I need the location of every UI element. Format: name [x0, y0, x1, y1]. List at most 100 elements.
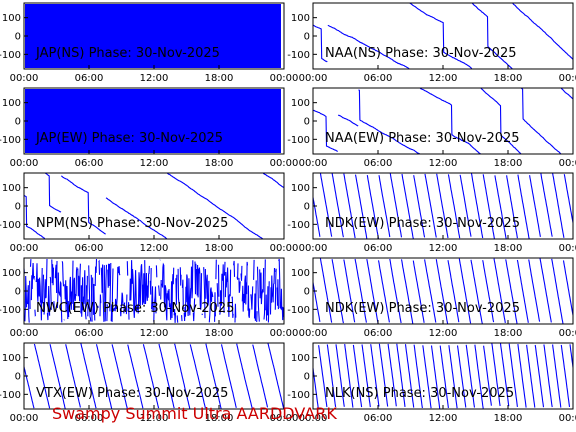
y-tick-label: 100: [2, 353, 21, 364]
panel-title: NDK(EW) Phase: 30-Nov-2025: [325, 216, 520, 231]
panel-title: NDK(EW) Phase: 30-Nov-2025: [325, 301, 520, 316]
phase-panel: 100 0 -100 00:00 06:00 12:00 18:00 00:00 NAA(EW)…: [287, 87, 576, 169]
x-tick-label: 18:00: [494, 413, 523, 424]
panel-title: NAA(EW) Phase: 30-Nov-2025: [325, 131, 520, 146]
x-tick-label: 00:00: [559, 328, 576, 339]
y-tick-label: 100: [291, 13, 310, 24]
x-tick-label: 18:00: [494, 158, 523, 169]
phase-trace: [312, 258, 574, 325]
y-tick-label: 100: [2, 98, 21, 109]
x-tick-label: 12:00: [429, 413, 458, 424]
x-tick-label: 06:00: [364, 158, 393, 169]
x-tick-label: 00:00: [270, 158, 299, 169]
x-tick-label: 00:00: [270, 73, 299, 84]
x-tick-label: 12:00: [140, 413, 169, 424]
y-tick-label: -100: [287, 305, 310, 316]
y-tick-label: 0: [15, 372, 21, 383]
x-tick-label: 00:00: [559, 413, 576, 424]
y-tick-label: -100: [287, 390, 310, 401]
x-tick-label: 06:00: [75, 73, 104, 84]
x-tick-label: 00:00: [10, 328, 39, 339]
phase-trace: [312, 172, 574, 240]
y-tick-label: -100: [0, 305, 21, 316]
x-tick-label: 00:00: [270, 328, 299, 339]
x-tick-label: 00:00: [299, 158, 328, 169]
panel-title: JAP(EW) Phase: 30-Nov-2025: [35, 131, 223, 146]
phase-trace: [23, 172, 285, 240]
y-tick-label: -100: [287, 220, 310, 231]
phase-panel: 100 0 -100 00:00 06:00 12:00 18:00 00:00 JAP(NS)…: [0, 2, 299, 84]
y-tick-label: 100: [291, 98, 310, 109]
x-tick-label: 00:00: [10, 243, 39, 254]
x-tick-label: 00:00: [559, 73, 576, 84]
x-tick-label: 12:00: [140, 328, 169, 339]
x-tick-label: 00:00: [10, 413, 39, 424]
x-tick-label: 06:00: [75, 413, 104, 424]
x-tick-label: 00:00: [10, 73, 39, 84]
x-tick-label: 18:00: [494, 328, 523, 339]
x-tick-label: 18:00: [205, 243, 234, 254]
phase-panel: 100 0 -100 00:00 06:00 12:00 18:00 00:00 VTX(EW)…: [0, 342, 299, 424]
x-tick-label: 00:00: [559, 158, 576, 169]
y-tick-label: 100: [291, 183, 310, 194]
x-tick-label: 00:00: [270, 243, 299, 254]
phase-panel: 100 0 -100 00:00 06:00 12:00 18:00 00:00 NDK(EW)…: [287, 257, 576, 339]
x-tick-label: 18:00: [494, 73, 523, 84]
y-tick-label: 0: [304, 202, 310, 213]
x-tick-label: 00:00: [299, 328, 328, 339]
x-tick-label: 18:00: [205, 73, 234, 84]
phase-panel: 100 0 -100 00:00 06:00 12:00 18:00 00:00 JAP(EW)…: [0, 87, 299, 169]
y-tick-label: 0: [15, 202, 21, 213]
y-tick-label: 0: [15, 117, 21, 128]
y-tick-label: 0: [304, 32, 310, 43]
phase-trace: [23, 343, 285, 409]
x-tick-label: 06:00: [364, 328, 393, 339]
x-tick-label: 12:00: [429, 243, 458, 254]
phase-panel: 100 0 -100 00:00 06:00 12:00 18:00 00:00 NPM(NS)…: [0, 172, 299, 254]
y-tick-label: 0: [304, 117, 310, 128]
x-tick-label: 00:00: [270, 413, 299, 424]
x-tick-label: 12:00: [429, 328, 458, 339]
panel-title: NAA(NS) Phase: 30-Nov-2025: [325, 46, 516, 61]
panel-title: NLK(NS) Phase: 30-Nov-2025: [325, 386, 514, 401]
panel-title: JAP(NS) Phase: 30-Nov-2025: [35, 46, 220, 61]
x-tick-label: 18:00: [494, 243, 523, 254]
panel-title: VTX(EW) Phase: 30-Nov-2025: [36, 386, 228, 401]
y-tick-label: -100: [0, 220, 21, 231]
phase-panel: 100 0 -100 00:00 06:00 12:00 18:00 00:00 NAA(NS)…: [287, 2, 576, 84]
x-tick-label: 12:00: [429, 73, 458, 84]
x-tick-label: 06:00: [75, 328, 104, 339]
y-tick-label: 0: [304, 372, 310, 383]
y-tick-label: 100: [291, 268, 310, 279]
x-tick-label: 06:00: [75, 243, 104, 254]
x-tick-label: 12:00: [140, 73, 169, 84]
y-tick-label: -100: [287, 135, 310, 146]
y-tick-label: -100: [0, 390, 21, 401]
x-tick-label: 18:00: [205, 158, 234, 169]
y-tick-label: 100: [2, 13, 21, 24]
y-tick-label: -100: [0, 50, 21, 61]
x-tick-label: 00:00: [299, 73, 328, 84]
y-tick-label: 100: [291, 353, 310, 364]
y-tick-label: 0: [15, 287, 21, 298]
x-tick-label: 00:00: [299, 413, 328, 424]
y-tick-label: 0: [15, 32, 21, 43]
x-tick-label: 12:00: [429, 158, 458, 169]
phase-trace: [312, 343, 574, 409]
panel-title: NPM(NS) Phase: 30-Nov-2025: [36, 216, 228, 231]
x-tick-label: 06:00: [75, 158, 104, 169]
x-tick-label: 00:00: [299, 243, 328, 254]
x-tick-label: 06:00: [364, 73, 393, 84]
x-tick-label: 00:00: [10, 158, 39, 169]
footer-station-label: Swampy Summit Ultra AARDDVARK: [52, 404, 337, 423]
x-tick-label: 06:00: [364, 243, 393, 254]
phase-trace: [312, 2, 574, 70]
x-tick-label: 18:00: [205, 413, 234, 424]
x-tick-label: 18:00: [205, 328, 234, 339]
x-tick-label: 06:00: [364, 413, 393, 424]
phase-trace: [25, 89, 281, 153]
x-tick-label: 12:00: [140, 158, 169, 169]
x-tick-label: 00:00: [559, 243, 576, 254]
phase-panel: 100 0 -100 00:00 06:00 12:00 18:00 00:00 NDK(EW)…: [287, 172, 576, 254]
